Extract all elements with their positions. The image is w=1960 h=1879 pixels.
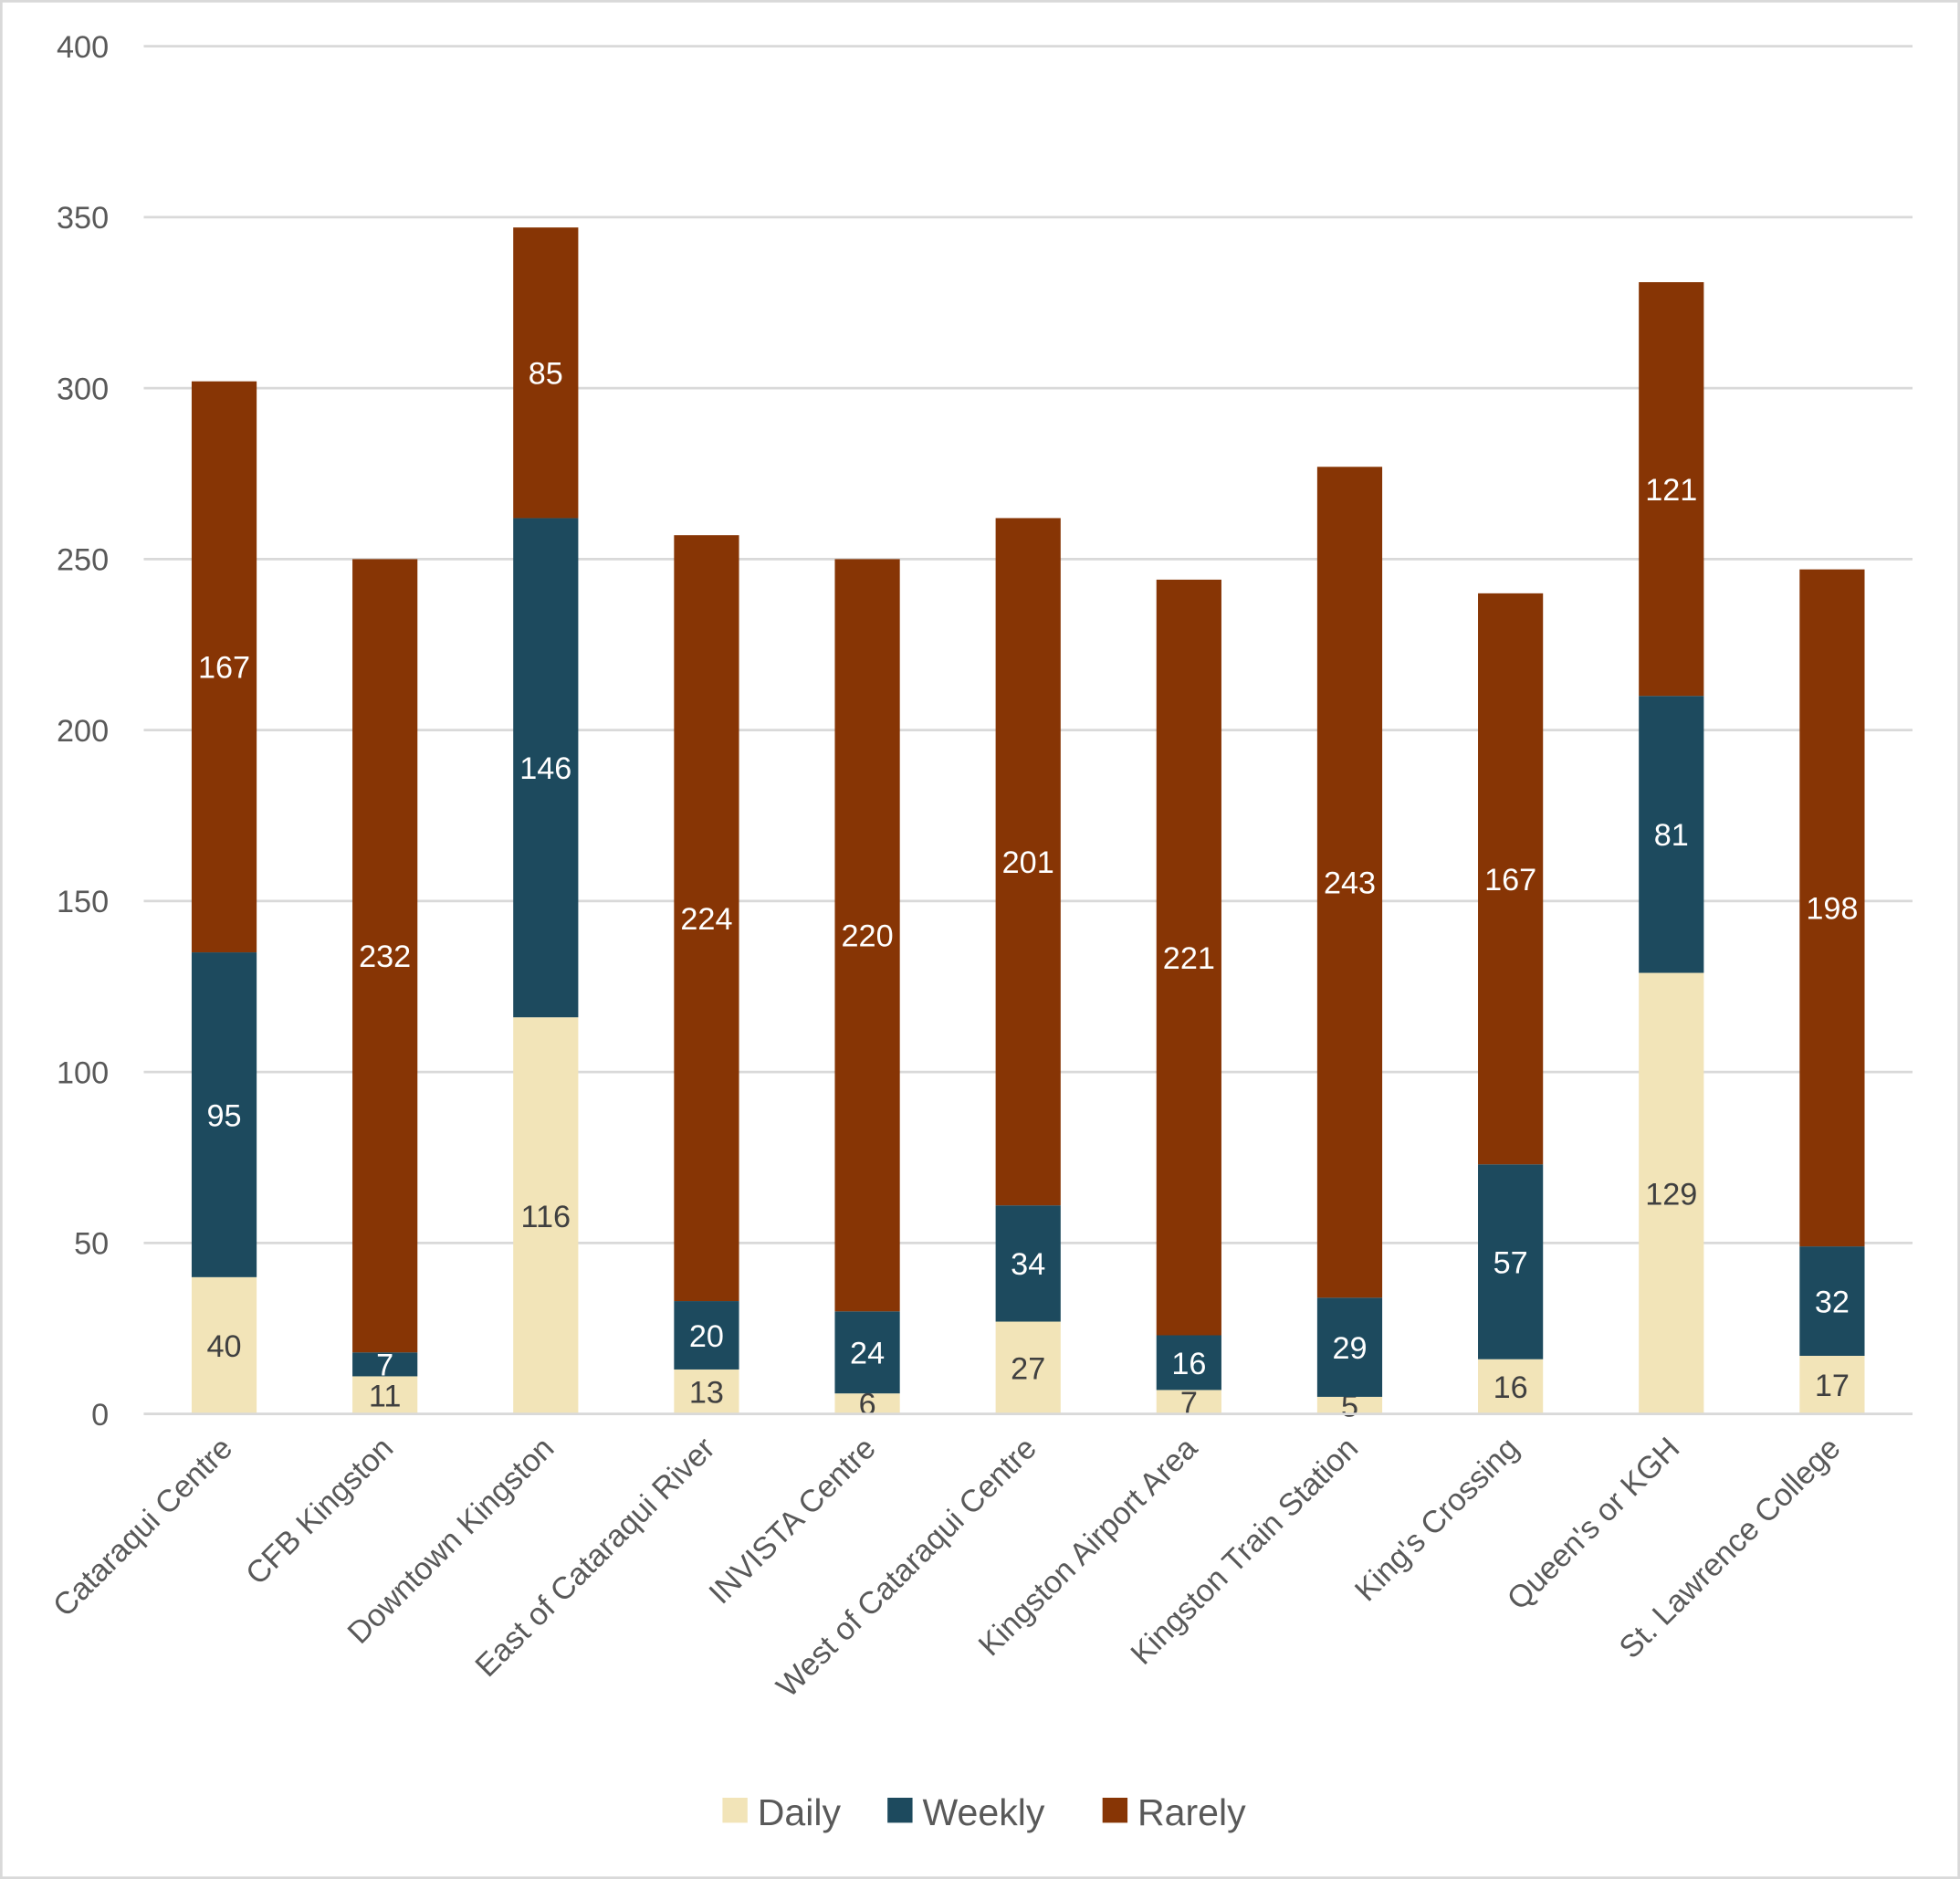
- y-tick-label: 150: [57, 885, 109, 919]
- bar-daily: [352, 1376, 418, 1414]
- y-tick-label: 300: [57, 372, 109, 406]
- data-label-daily: 13: [689, 1376, 724, 1411]
- bar-rarely: [1316, 467, 1383, 1298]
- bar-rarely: [1639, 282, 1704, 697]
- bar-weekly: [834, 1311, 900, 1394]
- bar-weekly: [1156, 1335, 1221, 1391]
- bar-weekly: [191, 952, 257, 1277]
- bar-rarely: [1478, 593, 1544, 1165]
- data-label-weekly: 29: [1332, 1331, 1367, 1366]
- data-label-daily: 129: [1645, 1177, 1697, 1212]
- legend-swatch-daily: [722, 1797, 748, 1823]
- data-label-daily: 7: [1180, 1386, 1198, 1421]
- bar-daily: [513, 1017, 579, 1414]
- data-label-rarely: 243: [1324, 866, 1376, 901]
- bar-daily: [1156, 1390, 1221, 1414]
- legend-swatch-weekly: [887, 1797, 913, 1823]
- data-label-weekly: 24: [850, 1337, 885, 1371]
- y-tick-label: 100: [57, 1055, 109, 1090]
- y-tick-label: 200: [57, 714, 109, 749]
- data-label-weekly: 95: [207, 1098, 242, 1133]
- data-label-weekly: 7: [376, 1349, 393, 1383]
- bar-weekly: [674, 1301, 739, 1370]
- bar-weekly: [995, 1205, 1061, 1322]
- data-label-rarely: 221: [1163, 941, 1215, 976]
- y-tick-label: 250: [57, 543, 109, 578]
- data-label-weekly: 32: [1815, 1285, 1850, 1319]
- data-label-rarely: 201: [1002, 845, 1054, 880]
- bar-weekly: [1639, 696, 1704, 973]
- y-tick-label: 50: [74, 1227, 109, 1262]
- data-label-weekly: 16: [1171, 1347, 1206, 1381]
- data-label-rarely: 224: [680, 902, 732, 937]
- bar-daily: [834, 1393, 900, 1414]
- bar-daily: [995, 1321, 1061, 1414]
- data-label-rarely: 232: [359, 940, 411, 974]
- data-label-weekly: 20: [689, 1319, 724, 1354]
- bar-rarely: [1156, 579, 1221, 1336]
- bar-rarely: [995, 518, 1061, 1206]
- data-label-rarely: 220: [842, 919, 894, 954]
- bars: 4095167117232116146851320224624220273420…: [191, 227, 1865, 1424]
- data-label-rarely: 198: [1806, 892, 1858, 927]
- data-label-weekly: 34: [1011, 1247, 1045, 1282]
- data-label-daily: 5: [1341, 1390, 1358, 1424]
- bar-daily: [191, 1276, 257, 1414]
- bar-rarely: [1799, 569, 1865, 1247]
- legend-label-rarely: Rarely: [1137, 1791, 1246, 1833]
- data-label-weekly: 81: [1654, 818, 1689, 853]
- bar-weekly: [352, 1352, 418, 1377]
- bar-rarely: [674, 535, 739, 1302]
- data-label-rarely: 121: [1645, 473, 1697, 508]
- bar-rarely: [513, 227, 579, 519]
- data-label-weekly: 57: [1494, 1245, 1528, 1280]
- legend-label-daily: Daily: [758, 1791, 842, 1833]
- bar-weekly: [1478, 1164, 1544, 1359]
- bar-rarely: [352, 559, 418, 1353]
- bar-weekly: [1316, 1297, 1383, 1397]
- legend-swatch-rarely: [1102, 1797, 1128, 1823]
- legend: Daily Weekly Rarely: [722, 1791, 1246, 1833]
- bar-weekly: [513, 518, 579, 1018]
- data-label-daily: 17: [1815, 1369, 1850, 1403]
- y-axis-ticks: 0 50 100 150 200 250 300 350 400: [57, 30, 109, 1433]
- data-label-weekly: 146: [519, 751, 571, 786]
- data-label-daily: 27: [1011, 1351, 1045, 1386]
- bar-rarely: [191, 381, 257, 953]
- y-tick-label: 400: [57, 30, 109, 65]
- bar-daily: [674, 1369, 739, 1414]
- bar-weekly: [1799, 1246, 1865, 1356]
- data-label-daily: 16: [1494, 1370, 1528, 1405]
- data-label-daily: 11: [369, 1379, 402, 1413]
- y-tick-label: 0: [91, 1398, 109, 1433]
- bar-daily: [1799, 1355, 1865, 1414]
- data-label-rarely: 167: [1484, 863, 1536, 898]
- data-label-rarely: 167: [198, 651, 250, 686]
- bar-daily: [1478, 1359, 1544, 1414]
- data-label-daily: 116: [521, 1200, 571, 1234]
- bar-rarely: [834, 559, 900, 1312]
- y-tick-label: 350: [57, 201, 109, 236]
- legend-label-weekly: Weekly: [923, 1791, 1045, 1833]
- data-label-rarely: 85: [529, 357, 563, 392]
- bar-daily: [1316, 1396, 1383, 1414]
- bar-daily: [1639, 972, 1704, 1414]
- data-label-daily: 40: [207, 1329, 242, 1364]
